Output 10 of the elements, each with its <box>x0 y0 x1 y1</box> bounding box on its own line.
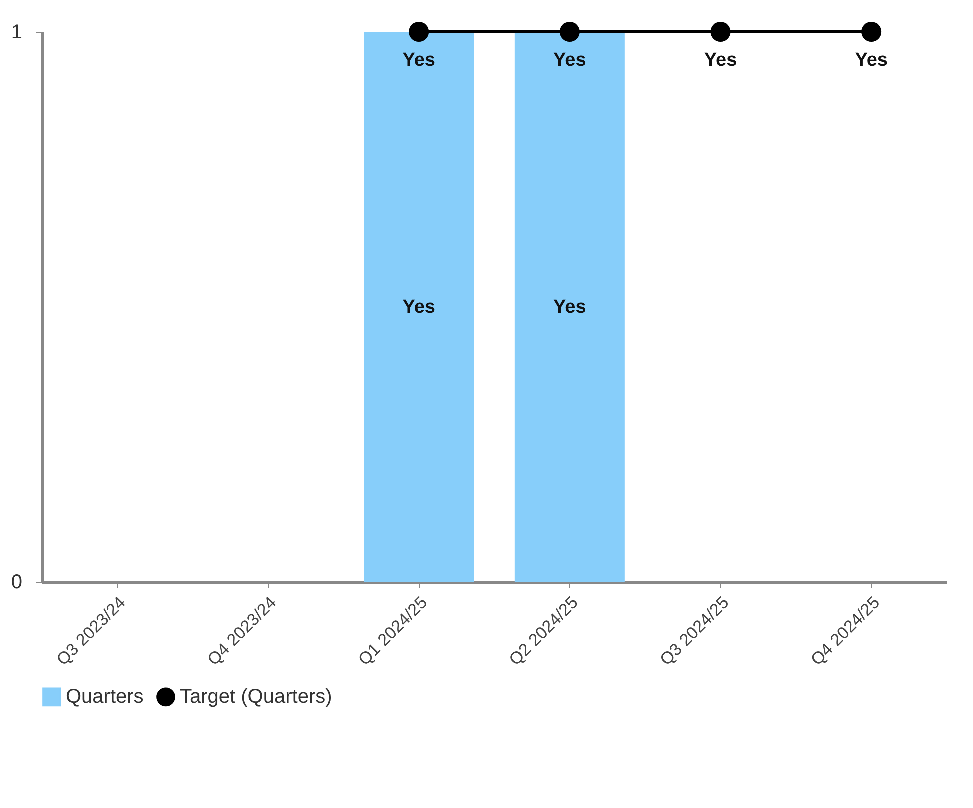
data-label: Yes <box>554 297 586 318</box>
data-label: Yes <box>704 50 738 71</box>
legend-label: Quarters <box>66 686 144 708</box>
legend-label: Target (Quarters) <box>180 686 332 708</box>
data-label: Yes <box>855 50 888 71</box>
y-tick-label: 1 <box>11 22 22 44</box>
data-label: Yes <box>554 50 586 71</box>
data-label: Yes <box>402 297 436 318</box>
data-label: Yes <box>402 50 436 71</box>
y-tick-label: 0 <box>11 572 22 594</box>
